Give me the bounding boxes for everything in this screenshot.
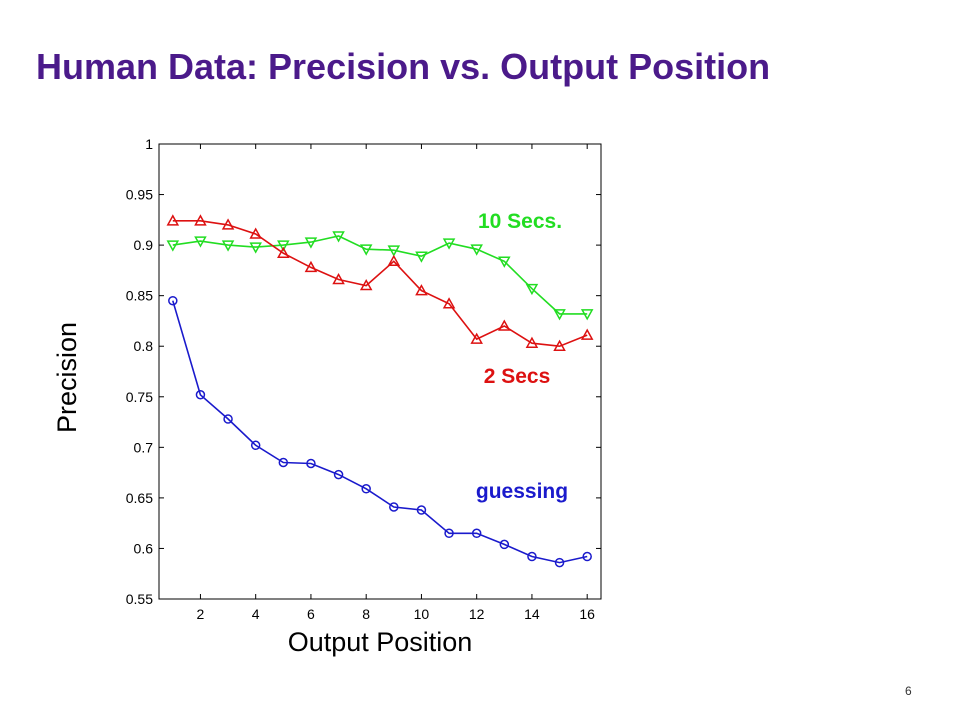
y-tick-label: 0.85 xyxy=(126,288,153,304)
data-point xyxy=(332,231,345,243)
data-point xyxy=(580,328,594,340)
x-axis-title: Output Position xyxy=(288,627,473,657)
data-point xyxy=(277,246,290,258)
data-point xyxy=(249,242,262,254)
y-tick-label: 0.7 xyxy=(134,439,154,455)
data-point xyxy=(304,260,318,273)
data-point xyxy=(277,240,290,252)
data-point xyxy=(470,332,483,344)
data-point xyxy=(499,539,510,550)
data-point xyxy=(249,227,262,239)
data-point xyxy=(389,502,399,512)
data-point xyxy=(304,237,318,249)
data-point xyxy=(553,339,566,351)
data-point xyxy=(221,218,235,230)
data-point xyxy=(442,238,456,250)
series-labels: 10 Secs. 2 Secs guessing xyxy=(476,210,568,503)
data-point xyxy=(250,440,261,451)
x-tick-label: 6 xyxy=(307,606,315,622)
page-number: 6 xyxy=(905,684,912,698)
data-point xyxy=(415,284,428,296)
y-tick-label: 0.75 xyxy=(126,389,153,405)
data-point xyxy=(387,245,401,257)
y-tick-label: 0.9 xyxy=(134,237,154,253)
data-point xyxy=(223,414,233,424)
data-point xyxy=(525,283,539,296)
x-tick-label: 2 xyxy=(197,606,205,622)
x-tick-label: 10 xyxy=(414,606,430,622)
data-point xyxy=(333,469,344,480)
x-tick-label: 14 xyxy=(524,606,540,622)
series-line xyxy=(172,300,588,564)
data-point xyxy=(498,256,511,268)
data-point xyxy=(166,240,180,252)
data-point xyxy=(221,240,235,252)
series-3 xyxy=(168,295,592,568)
slide-title: Human Data: Precision vs. Output Positio… xyxy=(36,46,771,87)
data-point xyxy=(527,551,537,562)
data-point xyxy=(525,336,539,348)
y-axis-title: Precision xyxy=(52,322,82,433)
data-point xyxy=(278,457,289,468)
x-tick-label: 12 xyxy=(469,606,485,622)
data-point xyxy=(498,319,511,331)
data-point xyxy=(470,244,483,256)
plot-frame xyxy=(158,143,602,600)
y-tick-label: 1 xyxy=(145,136,153,152)
data-point xyxy=(416,505,427,515)
data-point xyxy=(359,244,373,256)
data-point xyxy=(582,551,592,562)
series-2 xyxy=(166,214,594,351)
series-label: 2 Secs xyxy=(484,365,551,388)
data-point xyxy=(195,390,206,400)
series-label: guessing xyxy=(476,480,568,503)
y-tick-label: 0.55 xyxy=(126,591,153,607)
data-point xyxy=(166,214,180,226)
series-line xyxy=(172,235,588,315)
y-tick-label: 0.6 xyxy=(134,540,154,556)
data-point xyxy=(442,297,456,309)
data-point xyxy=(361,484,371,494)
x-tick-label: 16 xyxy=(579,606,595,622)
y-tick-label: 0.65 xyxy=(126,490,153,506)
data-point xyxy=(168,295,178,306)
series-label: 10 Secs. xyxy=(478,210,562,233)
data-point xyxy=(415,251,428,263)
data-point xyxy=(444,528,454,539)
data-point xyxy=(471,528,482,539)
data-point xyxy=(332,272,345,285)
data-point xyxy=(359,279,373,291)
x-tick-label: 8 xyxy=(362,606,370,622)
data-point xyxy=(580,309,594,321)
data-point xyxy=(306,458,316,469)
data-point xyxy=(554,557,565,568)
series-1 xyxy=(166,231,594,321)
data-point xyxy=(194,236,207,248)
data-point xyxy=(387,254,401,267)
x-tick-label: 4 xyxy=(252,606,260,622)
data-point xyxy=(194,214,207,226)
series-layer xyxy=(166,214,594,568)
series-line xyxy=(172,220,588,348)
y-tick-label: 0.8 xyxy=(134,338,154,354)
y-tick-label: 0.95 xyxy=(126,187,153,203)
data-point xyxy=(553,309,566,321)
